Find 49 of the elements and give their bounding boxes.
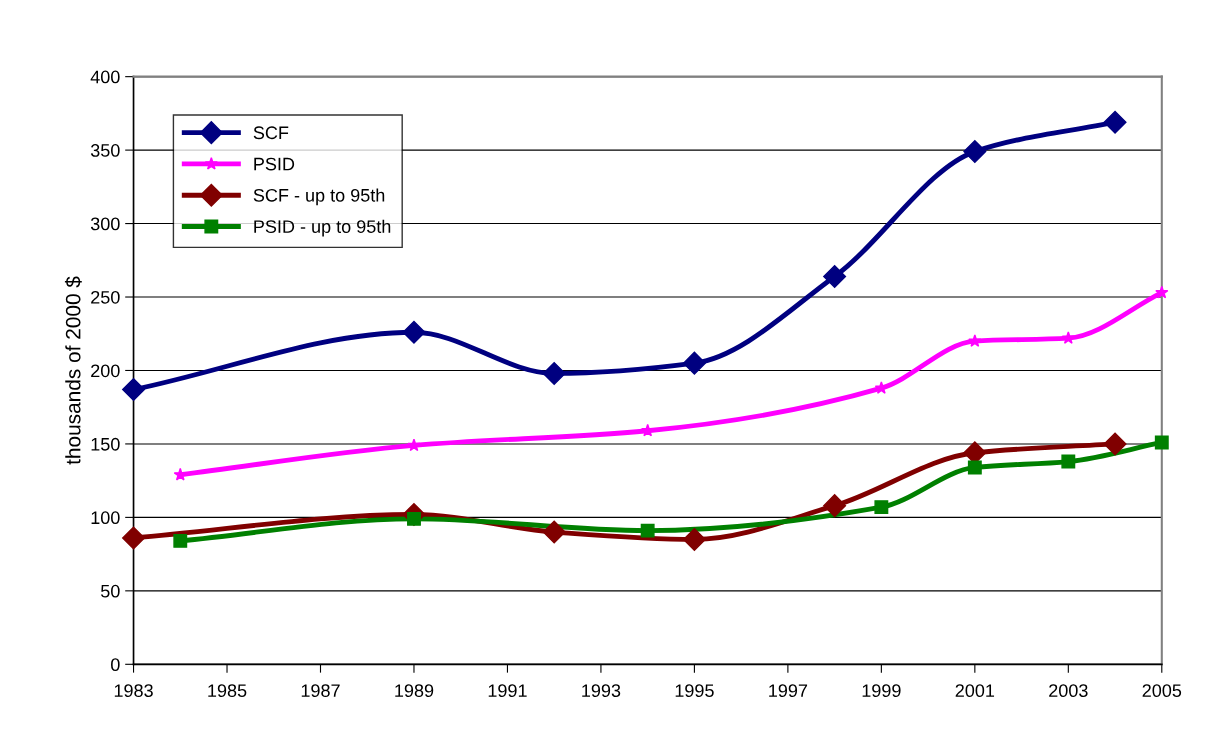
- point: [173, 533, 188, 548]
- y-axis-title: thousands of 2000 $: [64, 276, 82, 465]
- x-tick-label: 1993: [582, 684, 621, 698]
- y-tick-label: 150: [91, 437, 120, 451]
- y-tick-label: 350: [90, 144, 120, 157]
- point: [1155, 285, 1169, 299]
- point: [402, 320, 426, 344]
- x-tick-label: 1997: [769, 684, 808, 698]
- y-tick-label: 200: [91, 364, 120, 378]
- x-tick-label: 1989: [395, 684, 434, 698]
- x-tick-label: 2003: [1049, 684, 1088, 698]
- x-tick-label: 1999: [862, 684, 901, 698]
- legend-label: SCF: [253, 126, 289, 140]
- point: [963, 140, 987, 164]
- point: [1061, 454, 1076, 469]
- point: [1103, 432, 1127, 456]
- point: [1154, 435, 1169, 450]
- y-tick-label: 100: [91, 511, 120, 525]
- x-tick-label: 2001: [955, 684, 995, 698]
- point: [173, 467, 187, 481]
- point: [968, 334, 982, 347]
- point: [542, 361, 566, 385]
- x-tick-label: 1991: [488, 684, 527, 698]
- point: [640, 523, 655, 538]
- x-tick-label: 1985: [208, 684, 247, 698]
- y-tick-label: 50: [100, 584, 120, 598]
- x-tick-label: 2005: [1142, 684, 1182, 698]
- point: [823, 494, 847, 518]
- point: [682, 527, 706, 551]
- point: [823, 264, 847, 288]
- point: [122, 378, 146, 402]
- point: [1061, 331, 1075, 344]
- y-tick-label: 400: [90, 70, 120, 84]
- y-tick-label: 250: [91, 290, 120, 304]
- x-tick-label: 1983: [114, 684, 153, 698]
- point: [542, 520, 566, 544]
- legend-label: SCF - up to 95th: [253, 188, 385, 206]
- legend-label: PSID - up to 95th: [254, 219, 391, 237]
- y-tick-label: 300: [90, 217, 120, 231]
- y-tick-label: 0: [111, 658, 120, 672]
- point: [122, 526, 146, 550]
- point: [1103, 110, 1127, 134]
- point: [874, 500, 889, 515]
- x-tick-label: 1995: [675, 684, 714, 698]
- legend-label: PSID: [254, 157, 295, 171]
- point: [407, 438, 421, 452]
- point: [682, 351, 706, 375]
- point: [967, 460, 982, 475]
- x-tick-label: 1987: [301, 684, 340, 698]
